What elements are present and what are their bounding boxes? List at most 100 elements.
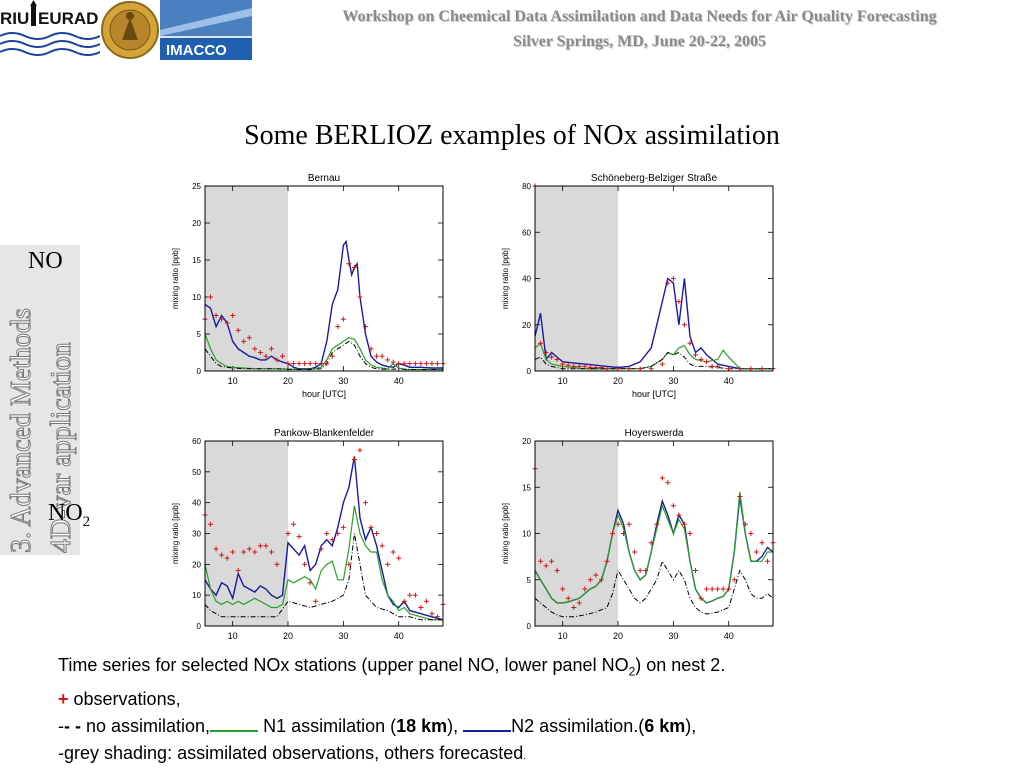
- observation-point: [235, 568, 241, 573]
- observation-point: [252, 346, 258, 352]
- observation-point: [687, 531, 693, 536]
- x-tick-label: 30: [668, 631, 678, 641]
- observation-point: [241, 549, 247, 555]
- chart-panel-4: Hoyerswerda 10 20 30 40 0 5 10 15 20 mixing ratio …: [501, 428, 776, 641]
- x-tick-label: 10: [228, 376, 238, 386]
- observation-point: [571, 605, 577, 610]
- plot-frame: [204, 440, 444, 627]
- observation-point: [324, 361, 330, 367]
- observation-point: [246, 546, 252, 552]
- wave-icon: [0, 32, 101, 40]
- observation-point: [407, 361, 413, 367]
- observation-point: [241, 338, 247, 344]
- riu-text: RIU: [0, 9, 29, 28]
- observation-point: [560, 586, 566, 592]
- observation-point: [274, 357, 280, 363]
- figure-caption: Time series for selected NOx stations (u…: [58, 652, 988, 770]
- plot-frame: [204, 185, 444, 372]
- observation-point: [291, 361, 297, 367]
- x-tick-label: 10: [558, 376, 568, 386]
- observation-point: [224, 555, 230, 561]
- y-tick-label: 0: [527, 622, 532, 631]
- observation-point: [307, 580, 313, 586]
- observation-symbol: +: [58, 688, 69, 709]
- observation-point: [357, 294, 363, 300]
- assimilation-shading: [535, 441, 619, 626]
- observation-point: [208, 294, 214, 300]
- x-axis-label: hour [UTC]: [302, 389, 346, 399]
- eurad-text: EURAD: [38, 9, 98, 28]
- observation-point: [715, 586, 721, 592]
- observation-point: [296, 534, 302, 540]
- tower-icon: [31, 6, 36, 26]
- observation-point: [637, 568, 643, 573]
- series-noassim-line: [534, 560, 774, 618]
- observation-point: [363, 324, 369, 330]
- observation-point: [279, 353, 285, 359]
- observation-point: [587, 577, 593, 583]
- no2-panel-label: NO2: [48, 500, 91, 530]
- caption-line-3: -- - no assimilation, N1 assimilation (1…: [58, 715, 697, 736]
- observation-point: [704, 586, 710, 592]
- chart-panel-3: Pankow-Blankenfelder 10 20 30 40 0 10 20 30 40 50 6…: [171, 428, 446, 641]
- observation-point: [709, 363, 715, 369]
- observation-point: [351, 264, 357, 270]
- observation-point: [648, 366, 654, 372]
- observation-point: [632, 549, 638, 555]
- observation-point: [329, 537, 335, 543]
- observation-point: [654, 521, 660, 527]
- y-tick-label: 20: [192, 219, 201, 228]
- observation-point: [659, 475, 665, 481]
- observation-point: [219, 552, 225, 558]
- y-tick-label: 10: [192, 293, 201, 302]
- observation-point: [313, 598, 319, 604]
- x-tick-label: 40: [394, 631, 404, 641]
- observation-point: [604, 366, 610, 372]
- observation-point: [257, 543, 263, 549]
- observation-point: [687, 340, 693, 346]
- observation-point: [565, 362, 571, 368]
- observation-point: [759, 540, 765, 546]
- observation-point: [296, 361, 302, 367]
- caption-line-2: + observations,: [58, 688, 181, 709]
- observation-point: [329, 353, 335, 359]
- observation-point: [213, 546, 219, 552]
- x-tick-label: 30: [338, 631, 348, 641]
- observation-point: [230, 549, 236, 555]
- observation-point: [368, 346, 374, 352]
- x-tick-label: 10: [228, 631, 238, 641]
- x-tick-label: 40: [724, 631, 734, 641]
- observation-point: [318, 361, 324, 367]
- y-tick-label: 20: [522, 437, 531, 446]
- y-tick-label: 15: [192, 256, 201, 265]
- y-tick-label: 5: [527, 576, 532, 585]
- observation-point: [715, 363, 721, 369]
- observation-point: [208, 521, 214, 527]
- observation-point: [681, 322, 687, 328]
- observation-point: [268, 549, 274, 555]
- n2-line-symbol: [463, 716, 512, 732]
- observation-point: [418, 361, 424, 367]
- observation-point: [565, 595, 571, 601]
- observation-point: [390, 359, 396, 365]
- observation-point: [615, 521, 621, 527]
- y-tick-label: 40: [192, 499, 201, 508]
- observation-point: [434, 614, 440, 620]
- chart-title: Bernau: [308, 173, 340, 184]
- observation-point: [753, 549, 759, 555]
- series-n2-line: [204, 456, 444, 621]
- y-tick-label: 25: [192, 182, 201, 191]
- x-tick-label: 20: [283, 631, 293, 641]
- observation-point: [429, 611, 435, 617]
- observation-point: [423, 598, 429, 604]
- observation-point: [274, 561, 280, 567]
- series-n1-line: [534, 491, 773, 604]
- observation-point: [615, 366, 621, 372]
- observation-point: [346, 561, 352, 567]
- observation-point: [335, 531, 341, 536]
- observation-point: [598, 577, 604, 583]
- y-tick-label: 60: [192, 437, 201, 446]
- observation-point: [621, 531, 627, 536]
- plot-frame: [534, 440, 774, 627]
- observation-point: [737, 366, 743, 372]
